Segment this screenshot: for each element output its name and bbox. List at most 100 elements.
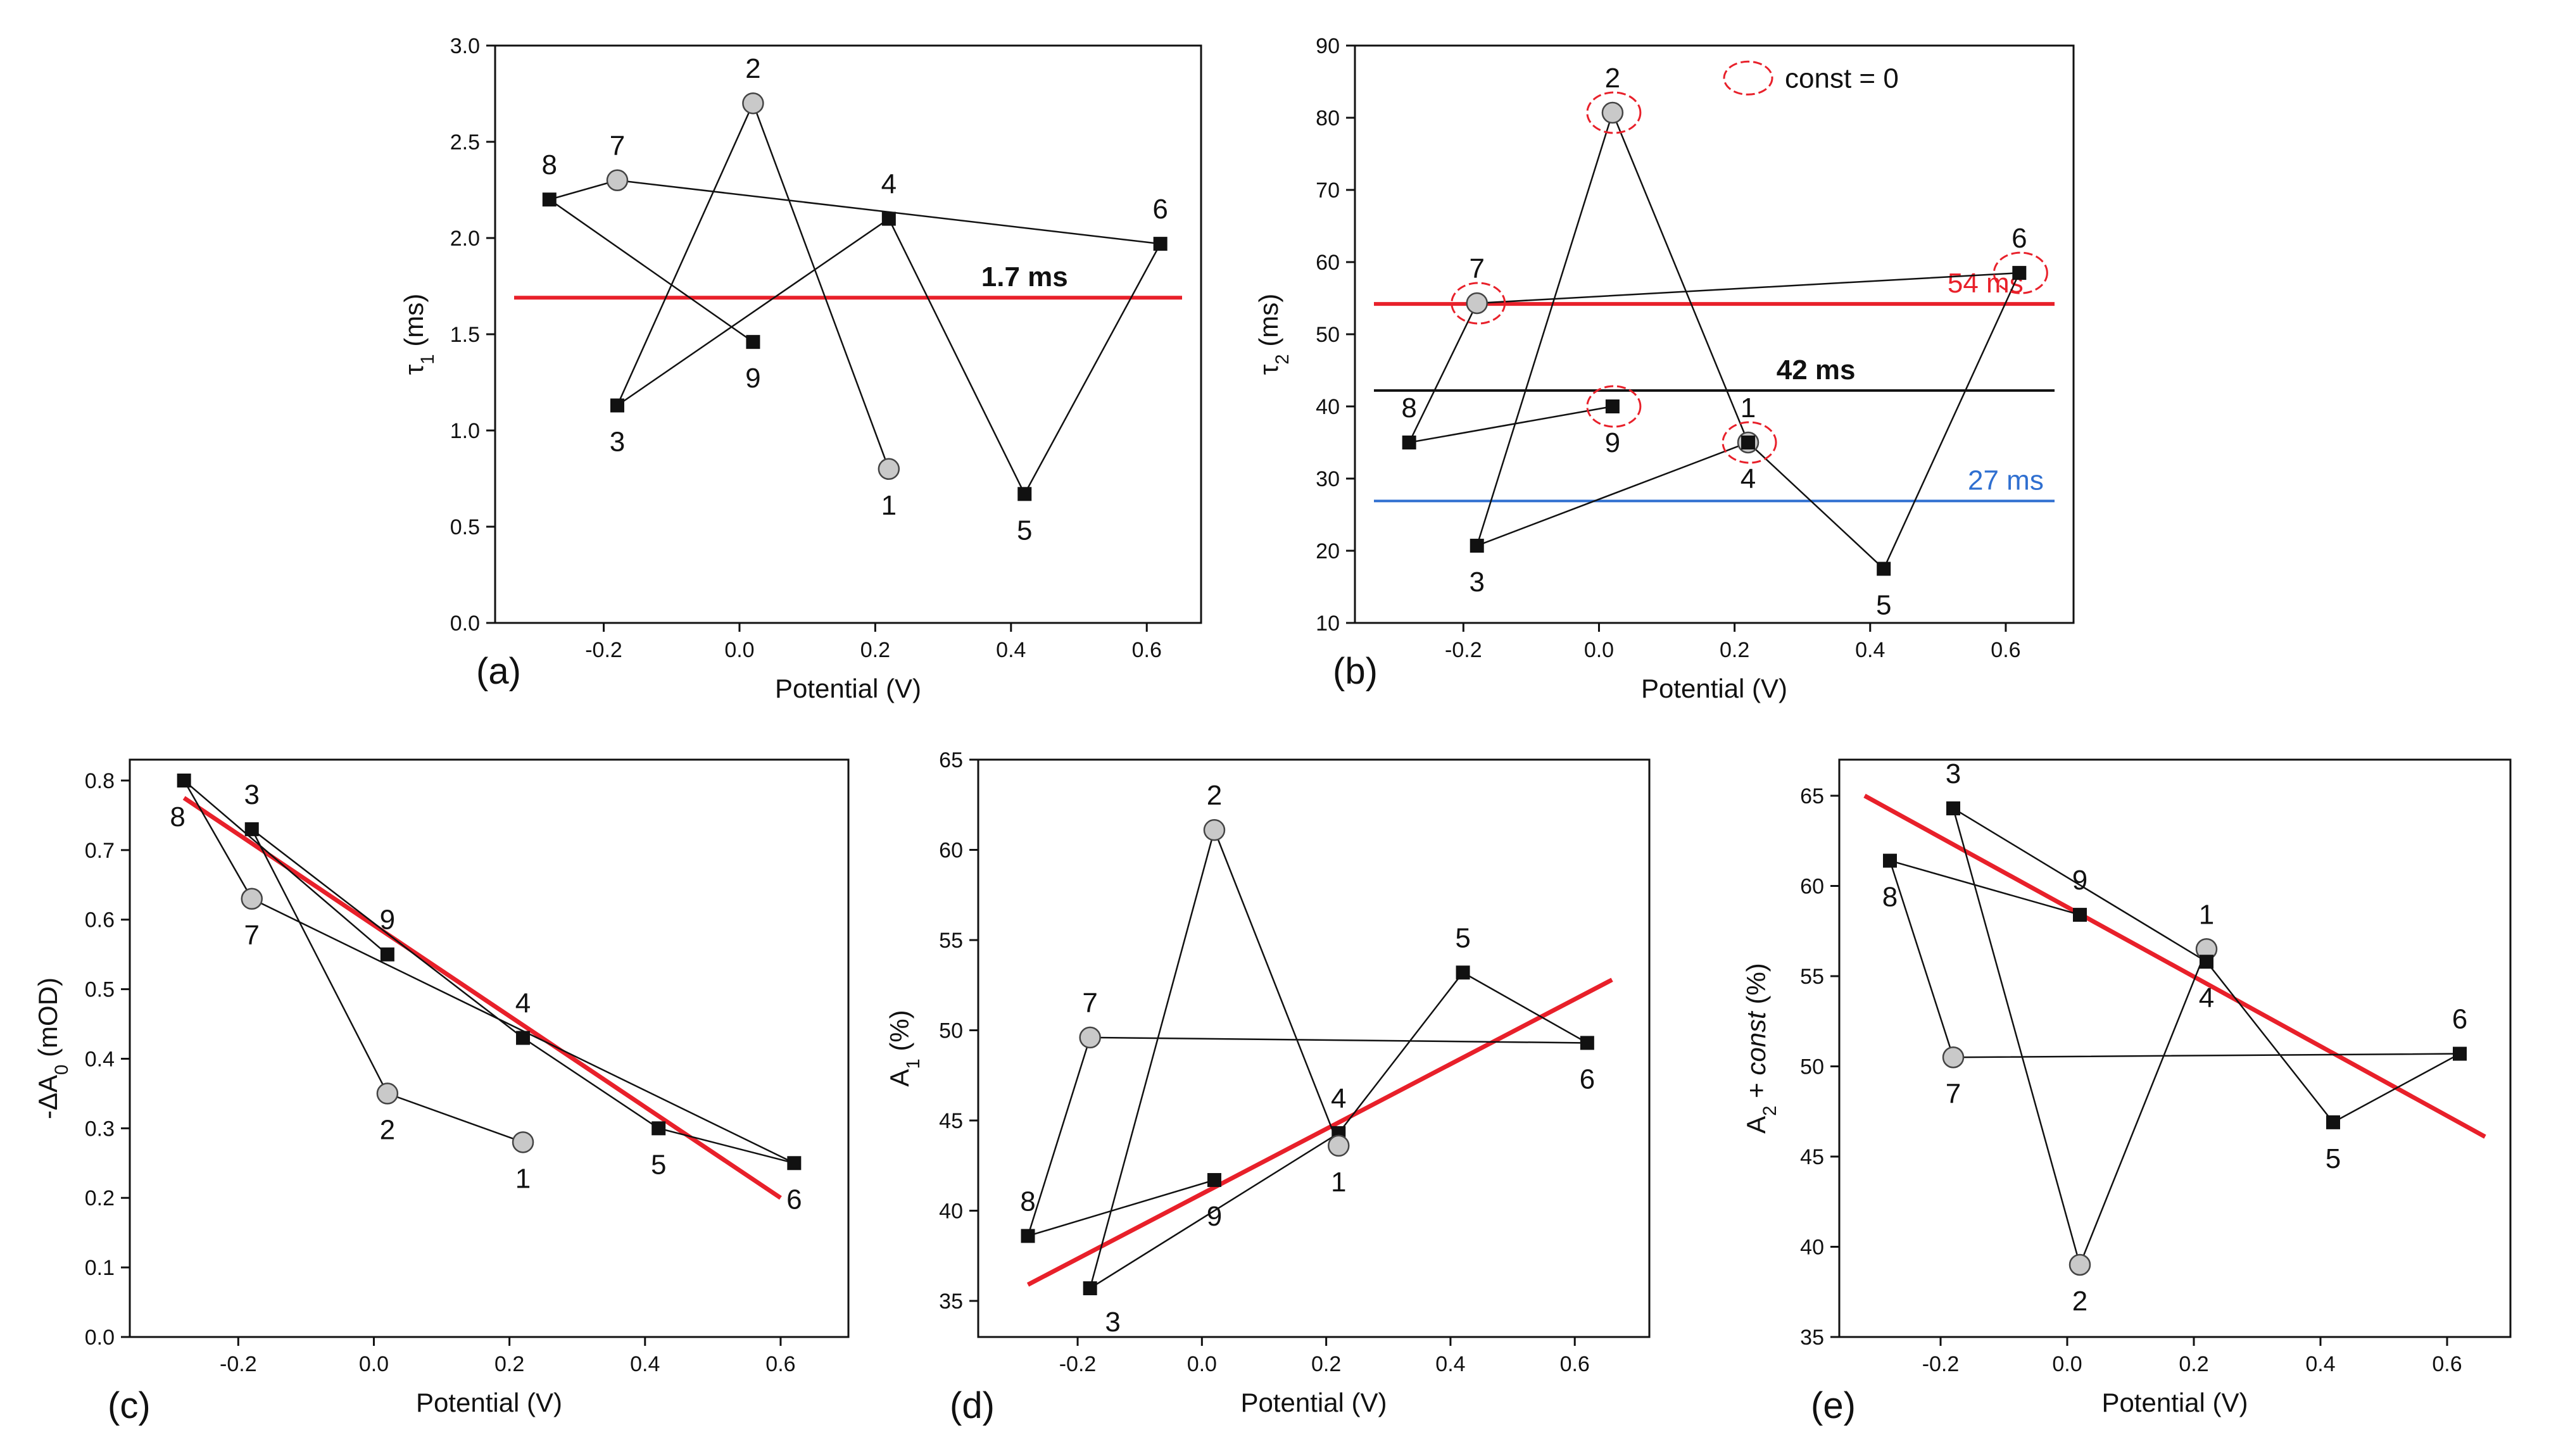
y-tick-label: 55 <box>1800 965 1824 989</box>
reference-line-label: 27 ms <box>1968 465 2044 496</box>
x-axis-label: Potential (V) <box>775 674 921 703</box>
y-tick-label: 30 <box>1316 467 1340 491</box>
x-tick-label: 0.0 <box>359 1352 389 1376</box>
data-point-circle <box>1203 819 1226 841</box>
point-label: 1 <box>2199 899 2214 930</box>
point-label: 3 <box>1469 567 1484 598</box>
y-tick-label: 0.4 <box>85 1047 115 1071</box>
y-tick-label: 0.5 <box>85 978 115 1002</box>
y-tick-label: 2.0 <box>450 227 480 251</box>
point-label: 2 <box>745 53 760 84</box>
panel-b: -0.2 0.0 0.2 0.4 0.6 10 20 30 40 50 60 70 80 90 Potent… <box>1254 34 2075 703</box>
const-zero-ring <box>1722 421 1777 464</box>
point-label: 9 <box>1605 427 1620 458</box>
panel-label: (d) <box>950 1385 995 1426</box>
point-label: 6 <box>2012 223 2027 254</box>
x-tick-label: 0.6 <box>1132 638 1162 662</box>
panel-label: (c) <box>108 1385 151 1426</box>
y-axis-label: -ΔA0 (mOD) <box>33 977 72 1119</box>
point-label: 9 <box>380 905 395 936</box>
linear-fit-line <box>1863 793 2486 1139</box>
y-axis-label: A1 (%) <box>885 1010 924 1086</box>
y-tick-label: 35 <box>1800 1326 1824 1350</box>
x-tick-label: 0.4 <box>2305 1352 2335 1376</box>
x-tick-label: 0.6 <box>2432 1352 2462 1376</box>
x-tick-label: -0.2 <box>1059 1352 1097 1376</box>
x-tick-label: 0.2 <box>1720 638 1749 662</box>
reference-line-label: 1.7 ms <box>981 261 1068 292</box>
x-tick-label: -0.2 <box>1922 1352 1960 1376</box>
point-label: 4 <box>1741 463 1756 494</box>
data-point-square <box>380 947 394 962</box>
x-tick-label: 0.0 <box>724 638 754 662</box>
y-tick-label: 10 <box>1316 612 1340 636</box>
y-tick-label: 40 <box>1316 395 1340 419</box>
data-point-square <box>1083 1281 1097 1296</box>
const-zero-ring <box>1586 91 1642 134</box>
const-zero-ring <box>1993 251 2048 294</box>
data-point-square <box>1470 539 1484 553</box>
data-point-circle <box>1466 292 1488 315</box>
data-point-square <box>2326 1115 2340 1129</box>
panel-label: (b) <box>1333 651 1378 692</box>
data-point-square <box>1605 399 1620 413</box>
data-point-square <box>2453 1046 2467 1061</box>
x-axis-label: Potential (V) <box>1240 1388 1387 1417</box>
point-label: 6 <box>1580 1064 1595 1095</box>
x-axis-label: Potential (V) <box>1641 674 1787 703</box>
const-zero-ring <box>1586 385 1642 428</box>
data-point-circle <box>241 888 263 910</box>
point-label: 4 <box>1331 1083 1346 1114</box>
panel-c: -0.2 0.0 0.2 0.4 0.6 0.0 0.1 0.2 0.3 0.4 0.5 0.6 0.7… <box>33 758 850 1426</box>
point-label: 5 <box>651 1149 666 1180</box>
plot-frame <box>1838 758 2512 1338</box>
point-label: 6 <box>786 1184 802 1215</box>
point-label: 5 <box>1876 590 1891 621</box>
legend-ring-icon <box>1723 60 1773 96</box>
y-tick-label: 60 <box>939 839 963 863</box>
point-label: 7 <box>1946 1078 1961 1109</box>
point-label: 3 <box>1105 1307 1120 1338</box>
data-point-square <box>1456 965 1470 980</box>
y-tick-label: 0.0 <box>450 612 480 636</box>
data-point-square <box>516 1031 531 1045</box>
point-label: 3 <box>610 426 625 457</box>
y-tick-label: 50 <box>1316 323 1340 347</box>
x-tick-label: 0.4 <box>1855 638 1885 662</box>
data-point-square <box>881 211 896 226</box>
x-tick-label: 0.6 <box>1560 1352 1590 1376</box>
point-label: 6 <box>1152 194 1168 225</box>
y-tick-label: 50 <box>1800 1055 1824 1079</box>
data-point-circle <box>376 1083 399 1105</box>
x-tick-label: 0.0 <box>2052 1352 2082 1376</box>
point-label: 1 <box>1331 1167 1346 1198</box>
y-tick-label: 50 <box>939 1019 963 1043</box>
y-tick-label: 3.0 <box>450 34 480 58</box>
y-tick-label: 45 <box>1800 1145 1824 1169</box>
y-tick-label: 1.0 <box>450 419 480 443</box>
y-tick-label: 0.0 <box>85 1326 115 1350</box>
y-tick-label: 80 <box>1316 106 1340 130</box>
point-label: 5 <box>1455 922 1470 953</box>
series-path <box>1026 827 1588 1290</box>
data-point-square <box>1580 1036 1594 1050</box>
x-tick-label: -0.2 <box>585 638 622 662</box>
y-axis-label: τ1 (ms) <box>399 294 438 375</box>
point-label: 4 <box>881 169 897 200</box>
point-label: 2 <box>1207 780 1222 811</box>
point-label: 2 <box>380 1114 395 1145</box>
data-point-circle <box>1079 1026 1101 1049</box>
point-label: 8 <box>542 149 557 180</box>
data-point-square <box>1207 1173 1221 1188</box>
y-tick-label: 40 <box>1800 1236 1824 1260</box>
plot-frame <box>494 44 1202 624</box>
data-point-circle <box>878 458 900 480</box>
plot-frame <box>977 758 1651 1338</box>
panel-a: -0.2 0.0 0.2 0.4 0.6 0.0 0.5 1.0 1.5 2.0 2.5 3.0 Pot… <box>399 34 1202 703</box>
y-tick-label: 45 <box>939 1109 963 1133</box>
plot-frame <box>129 758 850 1338</box>
x-tick-label: 0.4 <box>1435 1352 1465 1376</box>
y-tick-label: 60 <box>1316 251 1340 275</box>
point-label: 8 <box>1020 1186 1035 1217</box>
